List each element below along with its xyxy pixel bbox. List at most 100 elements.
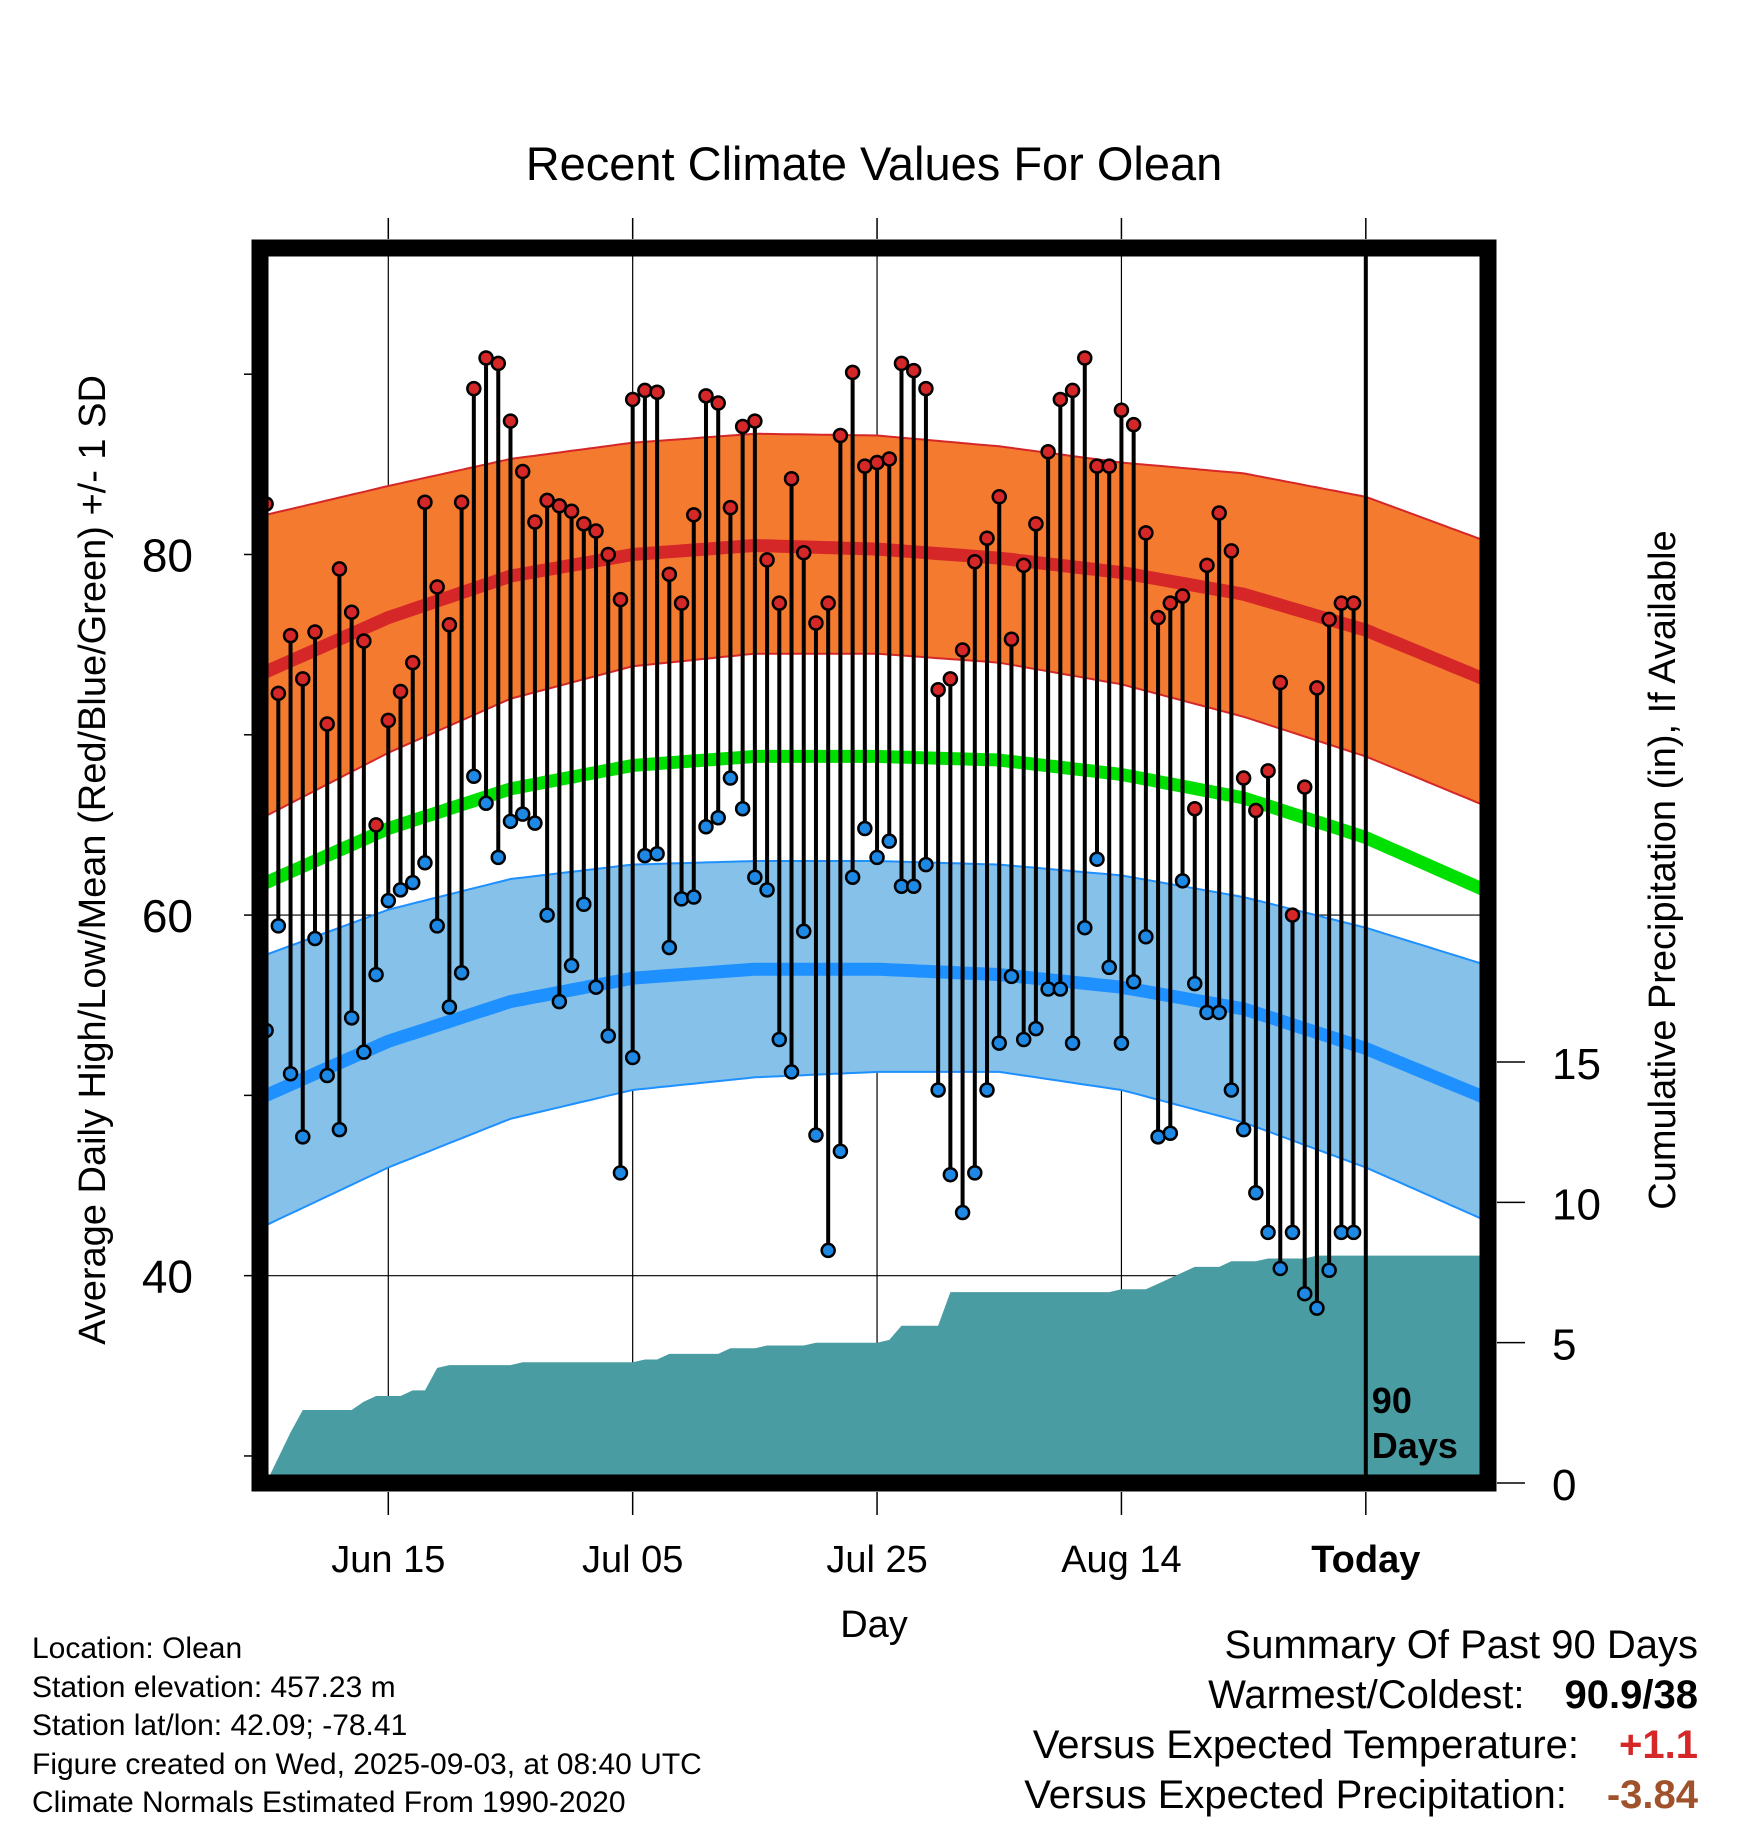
x-tick-label: Jul 25	[826, 1539, 927, 1581]
low-temp-point	[514, 806, 531, 822]
high-temp-point	[1015, 557, 1032, 574]
low-temp-point	[734, 800, 751, 817]
y-left-tick-label: 60	[142, 890, 193, 942]
high-temp-point	[930, 681, 946, 698]
low-temp-point	[1064, 1035, 1081, 1051]
high-temp-point	[270, 685, 287, 702]
high-temp-point	[380, 712, 397, 729]
high-temp-point	[722, 499, 739, 516]
low-temp-point	[747, 869, 763, 885]
summary-warm-cold: Warmest/Coldest: 90.9/38	[1024, 1670, 1698, 1720]
normals-text: Climate Normals Estimated From 1990-2020	[32, 1786, 626, 1819]
high-temp-point	[563, 503, 580, 519]
low-temp-point	[1186, 975, 1203, 992]
high-temp-point	[881, 451, 898, 467]
high-temp-point	[637, 382, 653, 399]
low-temp-point	[563, 957, 580, 974]
high-temp-point	[307, 624, 323, 640]
high-temp-point	[368, 817, 384, 833]
low-temp-point	[1174, 873, 1191, 889]
low-temp-point	[1321, 1262, 1337, 1279]
high-temp-point	[551, 498, 568, 514]
high-temp-point	[343, 604, 360, 620]
low-temp-point	[417, 855, 433, 871]
high-temp-point	[282, 627, 299, 644]
high-temp-point	[514, 463, 531, 480]
low-temp-point	[1015, 1031, 1032, 1048]
high-temp-point	[747, 413, 763, 429]
low-temp-point	[429, 918, 445, 934]
y-axis-left-label: Average Daily High/Low/Mean (Red/Blue/Gr…	[72, 375, 114, 1345]
low-temp-point	[686, 889, 702, 905]
high-temp-point	[832, 427, 849, 444]
high-temp-point	[1077, 350, 1093, 366]
low-temp-point	[771, 1031, 788, 1048]
high-temp-point	[673, 595, 690, 611]
high-temp-point	[588, 523, 604, 539]
low-temp-point	[588, 979, 604, 995]
y-right-tick-label: 5	[1552, 1321, 1576, 1370]
low-temp-point	[1211, 1004, 1227, 1021]
high-temp-point	[502, 413, 519, 429]
low-temp-point	[502, 813, 519, 830]
low-temp-point	[343, 1010, 360, 1026]
today-days-label: Days	[1372, 1425, 1458, 1466]
low-temp-point	[600, 1028, 616, 1044]
high-temp-point	[686, 507, 702, 523]
summary-title: Summary Of Past 90 Days	[1224, 1623, 1698, 1667]
low-temp-point	[307, 930, 323, 947]
low-temp-point	[759, 882, 775, 898]
low-temp-point	[527, 815, 543, 831]
low-temp-point	[637, 847, 653, 864]
low-temp-point	[282, 1065, 299, 1082]
high-temp-point	[1345, 595, 1362, 611]
low-temp-point	[1125, 974, 1142, 990]
high-temp-point	[954, 642, 971, 658]
low-temp-point	[1003, 968, 1020, 985]
high-temp-point	[490, 355, 507, 372]
low-temp-point	[1296, 1285, 1313, 1302]
low-temp-point	[1113, 1035, 1130, 1051]
high-temp-point	[649, 384, 665, 400]
high-temp-point	[1028, 516, 1044, 532]
latlon-text: Station lat/lon: 42.09; -78.41	[32, 1709, 408, 1742]
high-temp-point	[1040, 443, 1056, 460]
low-temp-point	[942, 1166, 959, 1183]
high-temp-point	[1101, 458, 1117, 474]
high-temp-point	[1235, 770, 1252, 786]
x-tick-label: Jul 05	[582, 1539, 683, 1581]
low-temp-point	[576, 896, 592, 913]
low-temp-point	[783, 1064, 800, 1080]
low-temp-point	[1138, 928, 1154, 945]
high-temp-point	[1138, 525, 1154, 541]
high-temp-point	[1321, 611, 1337, 628]
high-temp-point	[429, 579, 445, 595]
x-axis-label: Day	[840, 1604, 908, 1646]
y-right-tick-label: 10	[1552, 1180, 1601, 1229]
high-temp-point	[1052, 391, 1069, 408]
elevation-text: Station elevation: 457.23 m	[32, 1670, 396, 1704]
low-temp-point	[1345, 1224, 1362, 1241]
high-temp-point	[624, 391, 641, 408]
high-temp-point	[576, 516, 592, 532]
summary-panel: Summary Of Past 90 Days Warmest/Coldest:…	[1024, 1620, 1698, 1820]
high-temp-point	[942, 671, 959, 687]
high-sd-band	[260, 432, 1488, 817]
low-temp-point	[820, 1242, 836, 1259]
low-temp-point	[967, 1165, 983, 1181]
y-left-tick-label: 80	[142, 529, 193, 581]
low-temp-point	[270, 918, 287, 934]
low-temp-point	[380, 892, 397, 909]
high-temp-point	[1260, 763, 1276, 779]
low-temp-point	[404, 874, 421, 891]
high-temp-point	[453, 494, 470, 510]
mean-line	[260, 749, 1488, 898]
high-temp-point	[441, 617, 458, 633]
high-temp-point	[734, 418, 751, 435]
low-temp-point	[1235, 1121, 1252, 1138]
low-temp-point	[453, 965, 470, 981]
low-temp-point	[624, 1049, 641, 1066]
high-temp-point	[295, 671, 311, 687]
high-temp-point	[967, 553, 983, 570]
low-temp-point	[1028, 1020, 1044, 1037]
